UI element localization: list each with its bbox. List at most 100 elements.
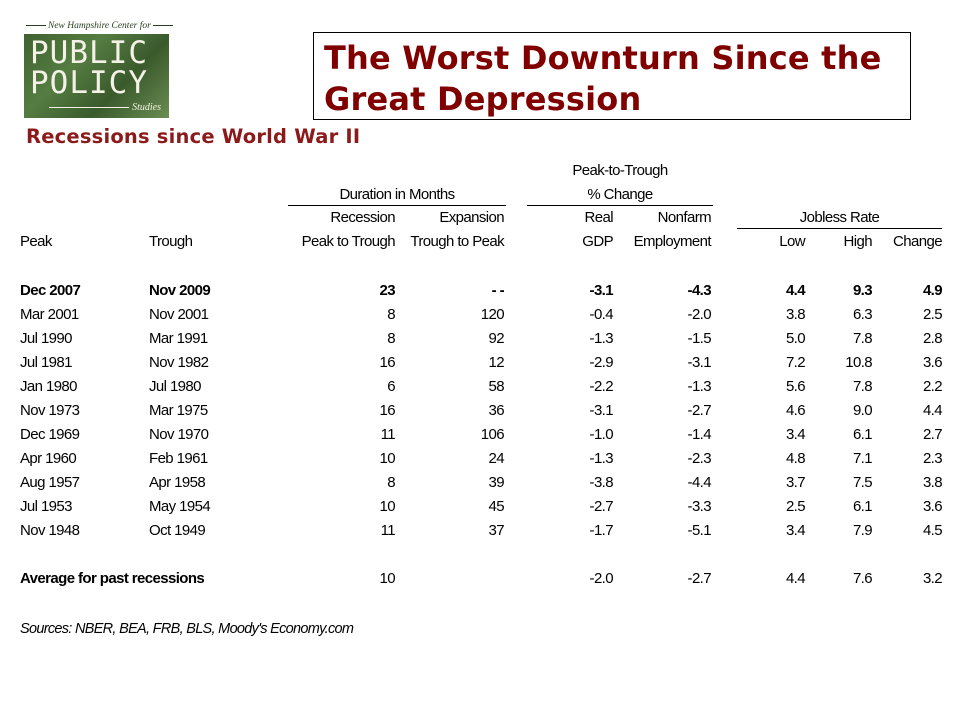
- cell-peak: Jul 1953: [20, 498, 73, 515]
- cell-employment: -5.1: [687, 522, 712, 539]
- cell-high: 10.8: [845, 354, 872, 371]
- cell-change: 3.8: [922, 474, 943, 491]
- logo-word-public: PUBLIC: [30, 35, 148, 71]
- cell-gdp: -2.9: [589, 354, 614, 371]
- cell-expansion: 37: [488, 522, 505, 539]
- cell-expansion: 24: [488, 450, 505, 467]
- cell-high: 7.5: [852, 474, 873, 491]
- logo-word-policy: POLICY: [30, 65, 148, 101]
- cell-change: 2.3: [922, 450, 943, 467]
- center-logo: New Hampshire Center for PUBLIC POLICY S…: [24, 18, 173, 118]
- cell-employment: -1.3: [687, 378, 712, 395]
- cell-employment: -1.5: [687, 330, 712, 347]
- duration-underline: [288, 205, 506, 206]
- header-nonfarm: Nonfarm: [657, 209, 712, 226]
- cell-trough: Oct 1949: [149, 522, 206, 539]
- cell-expansion: 45: [488, 498, 505, 515]
- logo-rule: [49, 107, 130, 109]
- cell-change: 3.6: [922, 354, 943, 371]
- cell-low: 4.6: [785, 402, 806, 419]
- cell-employment: -2.0: [687, 306, 712, 323]
- average-high: 7.6: [852, 570, 873, 587]
- cell-recession: 8: [387, 306, 395, 323]
- cell-peak: Nov 1973: [20, 402, 80, 419]
- cell-employment: -2.7: [687, 402, 712, 419]
- cell-employment: -4.3: [687, 282, 712, 299]
- cell-trough: Nov 2009: [149, 282, 211, 299]
- cell-employment: -2.3: [687, 450, 712, 467]
- cell-gdp: -1.3: [589, 330, 614, 347]
- cell-change: 4.9: [922, 282, 943, 299]
- percent-change-underline: [527, 205, 713, 206]
- jobless-underline: [737, 228, 942, 229]
- cell-high: 9.3: [852, 282, 873, 299]
- header-jobless-rate: Jobless Rate: [799, 209, 880, 226]
- logo-rule: [26, 25, 46, 27]
- cell-peak: Mar 2001: [20, 306, 79, 323]
- cell-recession: 10: [379, 498, 396, 515]
- cell-change: 4.4: [922, 402, 943, 419]
- cell-low: 3.4: [785, 426, 806, 443]
- header-gdp: GDP: [582, 233, 613, 250]
- cell-change: 2.5: [922, 306, 943, 323]
- cell-high: 6.1: [852, 498, 873, 515]
- cell-recession: 23: [379, 282, 396, 299]
- cell-employment: -4.4: [687, 474, 712, 491]
- cell-change: 2.7: [922, 426, 943, 443]
- cell-gdp: -1.7: [589, 522, 614, 539]
- title-box: The Worst Downturn Since the Great Depre…: [313, 32, 911, 120]
- logo-word-studies: Studies: [132, 102, 161, 113]
- cell-expansion: - -: [491, 282, 505, 299]
- cell-recession: 8: [387, 330, 395, 347]
- cell-peak: Dec 2007: [20, 282, 81, 299]
- cell-recession: 16: [379, 354, 396, 371]
- average-low: 4.4: [785, 570, 806, 587]
- cell-low: 5.6: [785, 378, 806, 395]
- cell-low: 3.4: [785, 522, 806, 539]
- header-recession: Recession: [330, 209, 395, 226]
- cell-high: 7.8: [852, 330, 873, 347]
- cell-expansion: 120: [480, 306, 505, 323]
- cell-low: 3.8: [785, 306, 806, 323]
- cell-recession: 8: [387, 474, 395, 491]
- cell-recession: 11: [380, 426, 396, 443]
- cell-change: 2.2: [922, 378, 943, 395]
- cell-gdp: -0.4: [589, 306, 614, 323]
- cell-trough: Nov 2001: [149, 306, 209, 323]
- cell-low: 2.5: [785, 498, 806, 515]
- cell-recession: 11: [380, 522, 396, 539]
- cell-low: 4.8: [785, 450, 806, 467]
- cell-peak: Jul 1990: [20, 330, 73, 347]
- sources-note: Sources: NBER, BEA, FRB, BLS, Moody's Ec…: [20, 621, 354, 637]
- cell-gdp: -2.7: [589, 498, 614, 515]
- slide-title: The Worst Downturn Since the Great Depre…: [324, 39, 882, 118]
- cell-high: 9.0: [852, 402, 873, 419]
- cell-expansion: 92: [488, 330, 505, 347]
- cell-trough: Mar 1991: [149, 330, 208, 347]
- cell-high: 7.9: [852, 522, 873, 539]
- average-gdp: -2.0: [589, 570, 614, 587]
- cell-high: 7.8: [852, 378, 873, 395]
- cell-recession: 10: [379, 450, 396, 467]
- cell-gdp: -3.8: [589, 474, 614, 491]
- cell-expansion: 12: [488, 354, 505, 371]
- header-percent-change: % Change: [587, 186, 653, 203]
- header-high: High: [843, 233, 873, 250]
- header-peak-to-trough-col: Peak to Trough: [301, 233, 396, 250]
- cell-trough: Apr 1958: [149, 474, 206, 491]
- cell-employment: -3.3: [687, 498, 712, 515]
- cell-expansion: 39: [488, 474, 505, 491]
- slide-subtitle: Recessions since World War II: [26, 125, 361, 148]
- logo-rule: [152, 25, 173, 27]
- cell-low: 5.0: [785, 330, 806, 347]
- cell-recession: 16: [379, 402, 396, 419]
- logo-top-text: New Hampshire Center for: [48, 21, 151, 31]
- average-label: Average for past recessions: [20, 570, 205, 587]
- average-employment: -2.7: [687, 570, 712, 587]
- cell-expansion: 58: [488, 378, 505, 395]
- cell-peak: Aug 1957: [20, 474, 80, 491]
- cell-expansion: 106: [480, 426, 505, 443]
- cell-change: 4.5: [922, 522, 943, 539]
- cell-high: 6.3: [852, 306, 873, 323]
- cell-high: 6.1: [852, 426, 873, 443]
